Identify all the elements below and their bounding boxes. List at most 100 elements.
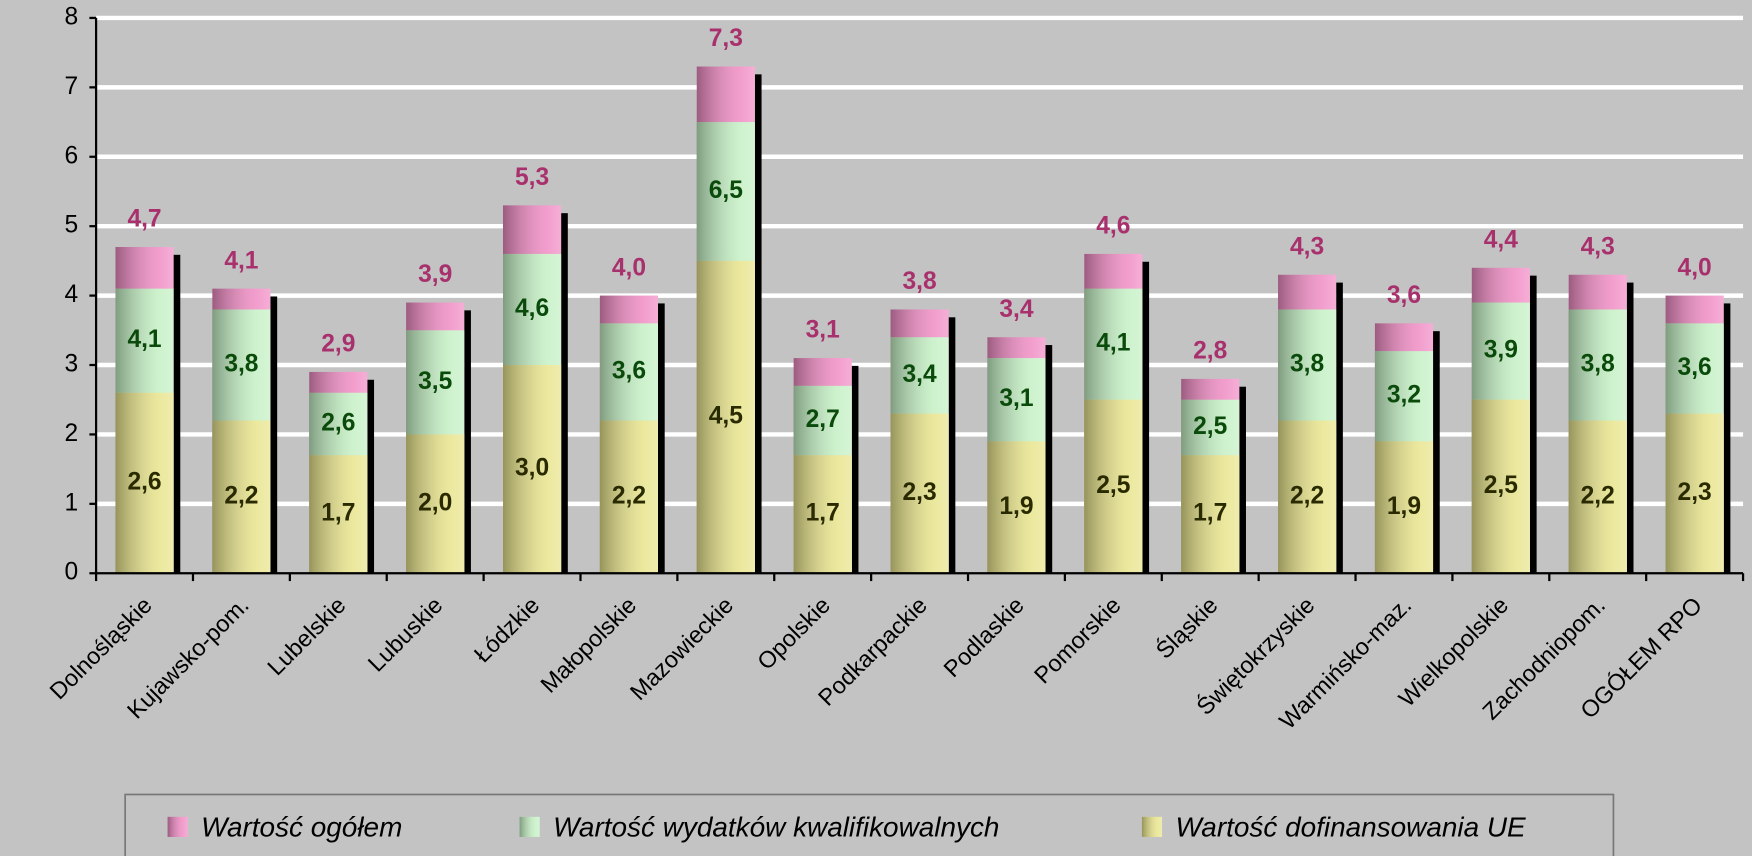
bar-shading xyxy=(309,455,368,574)
value-label: 2,2 xyxy=(1290,482,1324,509)
value-label: 1,7 xyxy=(1193,500,1227,527)
bar-shading xyxy=(1374,441,1434,574)
bar-shading xyxy=(1568,420,1627,574)
value-label: 3,5 xyxy=(418,368,452,395)
bar-shadow xyxy=(1529,275,1537,574)
value-label: 2,3 xyxy=(902,479,936,506)
bar-shading xyxy=(115,392,174,574)
value-label: 2,2 xyxy=(1581,482,1615,509)
value-label: 4,1 xyxy=(1096,330,1130,357)
bar-shadow xyxy=(948,317,956,574)
value-label: 1,9 xyxy=(1387,493,1421,520)
value-label: 2,2 xyxy=(224,482,258,509)
value-label: 3,1 xyxy=(999,385,1033,412)
bar-shadow xyxy=(1239,386,1246,574)
y-tick-label: 2 xyxy=(65,420,79,447)
value-label: 2,5 xyxy=(1096,472,1130,499)
y-tick-label: 7 xyxy=(65,73,79,100)
value-label: 3,8 xyxy=(1581,351,1615,378)
legend-label: Wartość wydatków kwalifikowalnych xyxy=(553,812,999,843)
value-label: 4,0 xyxy=(1678,254,1712,281)
bar-shading xyxy=(599,420,658,574)
value-label: 3,4 xyxy=(902,361,936,388)
value-label: 3,0 xyxy=(515,455,549,482)
value-label: 3,2 xyxy=(1387,382,1421,409)
value-label: 3,6 xyxy=(1678,354,1712,381)
bar-shadow xyxy=(1336,282,1343,574)
value-label: 4,0 xyxy=(612,254,646,281)
value-label: 4,3 xyxy=(1581,233,1615,260)
bar-shadow xyxy=(1433,331,1440,574)
value-label: 3,9 xyxy=(418,261,452,288)
bar-shading xyxy=(1278,420,1337,574)
bar-shadow xyxy=(270,296,278,574)
y-tick-label: 5 xyxy=(65,212,79,239)
value-label: 3,8 xyxy=(902,268,936,295)
bar-shadow xyxy=(173,254,181,574)
value-label: 4,4 xyxy=(1484,227,1518,254)
value-label: 2,6 xyxy=(127,469,161,496)
value-label: 3,6 xyxy=(612,357,646,384)
bar-shading xyxy=(212,420,271,574)
bar-shading xyxy=(1665,413,1724,574)
bar-shading xyxy=(890,413,949,574)
bar-shadow xyxy=(1142,261,1150,574)
value-label: 4,1 xyxy=(224,247,258,274)
value-label: 3,8 xyxy=(1290,351,1324,378)
bar-shading xyxy=(987,441,1046,574)
value-label: 2,9 xyxy=(321,331,355,358)
bar-shading xyxy=(696,260,755,574)
bar-shading xyxy=(1084,399,1143,574)
legend-swatch-shade xyxy=(519,816,540,837)
value-label: 2,6 xyxy=(321,410,355,437)
value-label: 2,0 xyxy=(418,489,452,516)
bar-shadow xyxy=(851,365,859,574)
bar-shadow xyxy=(1626,282,1634,574)
bar-shading xyxy=(793,455,852,574)
y-tick-label: 0 xyxy=(65,559,79,586)
value-label: 3,4 xyxy=(999,296,1033,323)
y-tick-label: 1 xyxy=(65,489,79,516)
bar-shadow xyxy=(561,213,568,574)
value-label: 1,7 xyxy=(806,500,840,527)
bar-shadow xyxy=(1045,345,1053,574)
value-label: 6,5 xyxy=(709,177,743,204)
bar-shading xyxy=(1181,455,1240,574)
value-label: 4,6 xyxy=(515,295,549,322)
bar-shading xyxy=(406,434,465,574)
value-label: 4,1 xyxy=(127,326,161,353)
value-label: 4,7 xyxy=(127,206,161,233)
bar-shadow xyxy=(754,74,762,574)
value-label: 2,7 xyxy=(806,406,840,433)
bar-shadow xyxy=(367,379,375,574)
bar-shadow xyxy=(1723,303,1731,574)
y-tick-label: 3 xyxy=(65,351,79,378)
value-label: 2,5 xyxy=(1484,472,1518,499)
value-label: 7,3 xyxy=(709,25,743,52)
legend-box xyxy=(124,793,1615,856)
legend-swatch-shade xyxy=(1141,816,1163,837)
value-label: 4,5 xyxy=(709,403,743,430)
bar-shading xyxy=(1471,399,1530,574)
legend-label: Wartość dofinansowania UE xyxy=(1175,812,1526,843)
value-label: 1,9 xyxy=(999,493,1033,520)
legend-swatch-shade xyxy=(167,816,188,837)
legend-label: Wartość ogółem xyxy=(201,812,402,843)
value-label: 1,7 xyxy=(321,500,355,527)
bar-shading xyxy=(503,365,562,574)
value-label: 3,1 xyxy=(806,317,840,344)
value-label: 3,6 xyxy=(1387,282,1421,309)
y-tick-label: 6 xyxy=(65,142,79,169)
bar-shadow xyxy=(464,310,471,574)
value-label: 3,9 xyxy=(1484,337,1518,364)
value-label: 2,5 xyxy=(1193,413,1227,440)
bar-shadow xyxy=(657,303,665,574)
value-label: 4,3 xyxy=(1290,233,1324,260)
y-tick-label: 4 xyxy=(65,281,79,308)
value-label: 2,2 xyxy=(612,482,646,509)
value-label: 3,8 xyxy=(224,351,258,378)
value-label: 5,3 xyxy=(515,164,549,191)
value-label: 2,3 xyxy=(1678,479,1712,506)
value-label: 4,6 xyxy=(1096,213,1130,240)
